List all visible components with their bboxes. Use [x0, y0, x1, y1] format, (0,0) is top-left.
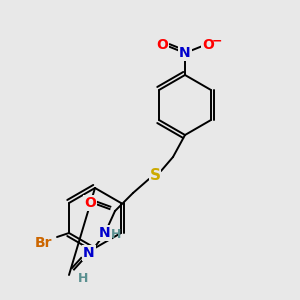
Text: O: O [84, 196, 96, 210]
Text: O: O [202, 38, 214, 52]
Text: O: O [156, 38, 168, 52]
Text: N: N [83, 246, 95, 260]
Text: N: N [179, 46, 191, 60]
Text: Br: Br [34, 236, 52, 250]
Text: N: N [99, 226, 111, 240]
Text: H: H [78, 272, 88, 286]
Text: H: H [111, 229, 121, 242]
Text: −: − [212, 34, 222, 47]
Text: S: S [149, 167, 161, 182]
